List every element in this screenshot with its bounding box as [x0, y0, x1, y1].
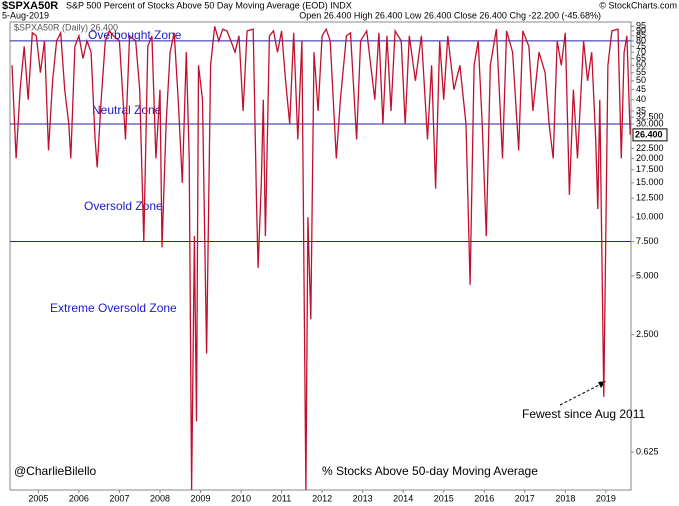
y-tick-label: 2.500: [636, 329, 659, 339]
x-tick-label: 2017: [515, 493, 535, 503]
x-tick-label: 2015: [434, 493, 454, 503]
x-tick-label: 2006: [69, 493, 89, 503]
y-tick-label: 12.500: [636, 193, 664, 203]
x-tick-label: 2005: [28, 493, 48, 503]
legend-label: $SPXA50R (Daily) 26.400: [14, 22, 118, 32]
y-tick-label: 17.500: [636, 164, 664, 174]
zone-label: Overbought Zone: [88, 28, 182, 42]
zone-label: Extreme Oversold Zone: [50, 301, 177, 315]
x-tick-label: 2013: [353, 493, 373, 503]
y-tick-label: 0.625: [636, 447, 659, 457]
annotation-arrow: [559, 382, 604, 406]
y-tick-label: 32.500: [636, 112, 664, 122]
y-tick-label: 30.000: [636, 118, 664, 128]
quote: Open 26.400 High 26.400 Low 26.400 Close…: [299, 10, 601, 20]
plot-border: [9, 21, 632, 491]
y-tick-label: 50: [636, 75, 646, 85]
y-tick-label: 40: [636, 94, 646, 104]
date: 5-Aug-2019: [2, 10, 49, 20]
source: © StockCharts.com: [599, 0, 677, 10]
y-tick-label: 75: [636, 41, 646, 51]
y-tick-label: 65: [636, 53, 646, 63]
y-tick-label: 22.500: [636, 143, 664, 153]
y-tick-label: 80: [636, 35, 646, 45]
last-value-box: [632, 128, 668, 142]
chart-subtitle: S&P 500 Percent of Stocks Above 50 Day M…: [66, 0, 352, 10]
y-tick-label: 7.500: [636, 236, 659, 246]
author: @CharlieBilello: [14, 464, 97, 478]
y-tick-label: 70: [636, 47, 646, 57]
x-tick-label: 2012: [312, 493, 332, 503]
x-tick-label: 2019: [596, 493, 616, 503]
x-tick-label: 2016: [474, 493, 494, 503]
chart-title: $SPXA50R: [2, 0, 58, 12]
y-tick-label: 20.000: [636, 153, 664, 163]
y-tick-label: 60: [636, 60, 646, 70]
x-tick-label: 2018: [555, 493, 575, 503]
x-tick-label: 2010: [231, 493, 251, 503]
x-tick-label: 2009: [191, 493, 211, 503]
last-value-label: 26.400: [635, 129, 663, 139]
x-tick-label: 2008: [150, 493, 170, 503]
x-tick-label: 2014: [393, 493, 413, 503]
y-tick-label: 10.000: [636, 212, 664, 222]
y-tick-label: 85: [636, 30, 646, 40]
y-tick-label: 90: [636, 25, 646, 35]
annotation: Fewest since Aug 2011: [522, 407, 646, 421]
y-tick-label: 5.000: [636, 270, 659, 280]
x-tick-label: 2007: [109, 493, 129, 503]
y-tick-label: 95: [636, 21, 646, 31]
x-tick-label: 2011: [272, 493, 291, 503]
y-tick-label: 35: [636, 105, 646, 115]
caption: % Stocks Above 50-day Moving Average: [322, 464, 538, 478]
y-tick-label: 45: [636, 84, 646, 94]
y-tick-label: 55: [636, 67, 646, 77]
data-line: [11, 26, 631, 491]
zone-label: Oversold Zone: [84, 199, 163, 213]
y-tick-label: 15.000: [636, 177, 664, 187]
